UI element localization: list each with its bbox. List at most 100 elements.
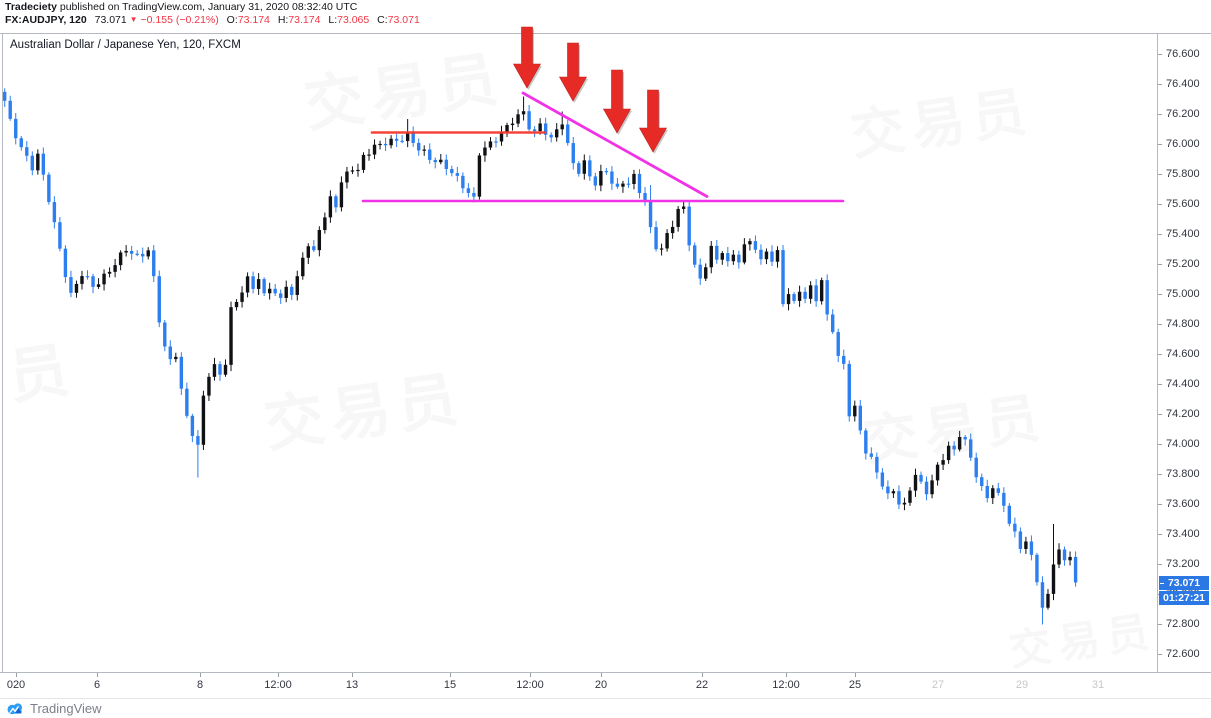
price-axis-tick: [1158, 53, 1162, 55]
price-change: −0.155 (−0.21%): [140, 14, 219, 26]
low-value: 73.065: [337, 14, 370, 26]
price-axis-tick: [1158, 113, 1162, 115]
publish-line: Tradeciety published on TradingView.com,…: [5, 1, 420, 14]
candlestick-series: [3, 88, 1078, 625]
price-axis-label: 76.400: [1166, 77, 1200, 90]
share-header: Tradeciety published on TradingView.com,…: [5, 1, 420, 27]
countdown-badge: 01:27:21: [1159, 590, 1209, 605]
close-label: C:: [377, 14, 388, 26]
time-axis-label: 15: [443, 679, 457, 691]
time-axis-tick: [530, 673, 531, 677]
time-axis-label: 20: [594, 679, 608, 691]
price-axis-tick: [1158, 623, 1162, 625]
ohlc-high: H:73.174: [278, 14, 321, 26]
publish-info: published on TradingView.com, January 31…: [59, 1, 358, 13]
price-axis-tick: [1158, 323, 1162, 325]
down-arrow-annotation: [558, 42, 588, 102]
price-axis[interactable]: 73.071 01:27:21 76.600 76.400 76.200 76.000…: [1157, 33, 1211, 698]
close-value: 73.071: [387, 14, 420, 26]
price-axis-label: 74.000: [1166, 437, 1200, 450]
time-axis-tick: [352, 673, 353, 677]
price-axis-tick: [1158, 413, 1162, 415]
price-axis-tick: [1158, 443, 1162, 445]
time-axis-tick: [855, 673, 856, 677]
price-axis-label: 73.400: [1166, 527, 1200, 540]
price-axis-tick: [1158, 473, 1162, 475]
time-axis-tick: [450, 673, 451, 677]
symbol-line: FX:AUDJPY, 120 73.071 ▼ −0.155 (−0.21%) …: [5, 14, 420, 27]
symbol-title: FX:AUDJPY, 120: [5, 14, 87, 26]
price-axis-label: 75.600: [1166, 197, 1200, 210]
price-axis-tick: [1158, 353, 1162, 355]
ohlc-low: L:73.065: [328, 14, 369, 26]
tradingview-logo-icon[interactable]: [6, 701, 25, 716]
time-axis-label: 29: [1015, 679, 1029, 691]
publisher-name: Tradeciety: [5, 1, 57, 13]
price-axis-label: 76.200: [1166, 107, 1200, 120]
price-axis-label: 75.800: [1166, 167, 1200, 180]
price-axis-tick: [1158, 173, 1162, 175]
annotations: [361, 26, 845, 203]
price-axis-label: 75.200: [1166, 257, 1200, 270]
time-axis-label: 31: [1091, 679, 1105, 691]
price-axis-tick: [1158, 203, 1162, 205]
time-axis-tick: [786, 673, 787, 677]
last-price-badge: 73.071: [1159, 576, 1209, 591]
chart-canvas[interactable]: [0, 0, 1157, 697]
down-triangle-icon: ▼: [129, 15, 138, 24]
price-axis-label: 76.000: [1166, 137, 1200, 150]
price-axis-label: 72.600: [1166, 647, 1200, 660]
price-axis-label: 74.800: [1166, 317, 1200, 330]
price-axis-tick: [1158, 293, 1162, 295]
time-axis-tick: [702, 673, 703, 677]
price-axis-label: 74.200: [1166, 407, 1200, 420]
price-axis-label: 74.400: [1166, 377, 1200, 390]
price-axis-label: 72.800: [1166, 617, 1200, 630]
time-axis-tick: [16, 673, 17, 677]
price-axis-tick: [1158, 503, 1162, 505]
time-axis-tick: [278, 673, 279, 677]
price-axis-label: 73.200: [1166, 557, 1200, 570]
chart-legend: Australian Dollar / Japanese Yen, 120, F…: [10, 39, 241, 51]
price-axis-label: 76.600: [1166, 47, 1200, 60]
price-axis-label: 73.800: [1166, 467, 1200, 480]
open-label: O:: [226, 14, 238, 26]
time-axis-tick: [200, 673, 201, 677]
tradingview-brand[interactable]: TradingView: [30, 701, 102, 716]
time-axis-label: 12:00: [772, 679, 800, 691]
ohlc-close: C:73.071: [377, 14, 420, 26]
descending-trendline: [521, 91, 709, 198]
time-axis[interactable]: 020 6 8 12:00 13 15 12:00 20 22 12:00 25 27 29 31: [0, 672, 1211, 698]
price-axis-label: 75.400: [1166, 227, 1200, 240]
time-axis-tick: [97, 673, 98, 677]
time-axis-label: 020: [6, 679, 26, 691]
footer-bar: TradingView: [0, 698, 1211, 718]
price-axis-tick: [1158, 263, 1162, 265]
time-axis-label: 22: [695, 679, 709, 691]
time-axis-label: 12:00: [264, 679, 292, 691]
low-label: L:: [328, 14, 338, 26]
price-axis-label: 73.600: [1166, 497, 1200, 510]
down-arrow-annotation: [602, 69, 632, 134]
price-axis-tick: [1158, 233, 1162, 235]
open-value: 73.174: [237, 14, 270, 26]
price-axis-label: 75.000: [1166, 287, 1200, 300]
price-axis-tick: [1158, 653, 1162, 655]
last-price-text: 73.071: [94, 14, 127, 26]
price-axis-label: 74.600: [1166, 347, 1200, 360]
time-axis-label: 13: [345, 679, 359, 691]
time-axis-label: 27: [931, 679, 945, 691]
time-axis-label: 12:00: [516, 679, 544, 691]
down-arrow-annotation: [638, 89, 668, 153]
high-value: 73.174: [288, 14, 321, 26]
time-axis-label: 8: [196, 679, 204, 691]
price-axis-tick: [1158, 383, 1162, 385]
high-label: H:: [277, 14, 289, 26]
ohlc-open: O:73.174: [227, 14, 270, 26]
down-arrow-annotation: [512, 26, 542, 89]
price-axis-tick: [1158, 83, 1162, 85]
time-axis-label: 6: [93, 679, 101, 691]
price-axis-tick: [1158, 563, 1162, 565]
time-axis-tick: [601, 673, 602, 677]
